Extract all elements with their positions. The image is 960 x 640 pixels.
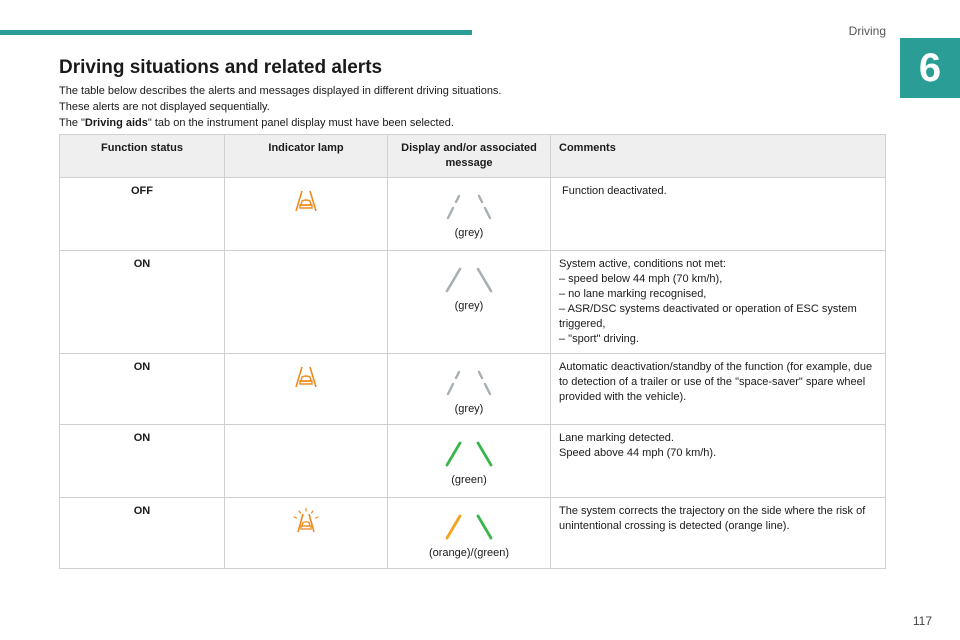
indicator-lamp-cell <box>224 497 388 569</box>
green-solid-lane-lines-icon <box>445 441 493 467</box>
table-row: ON (green) Lane marking detected. Speed … <box>59 424 886 498</box>
display-cell: (grey) <box>387 353 551 425</box>
orange-green-lane-lines-icon <box>445 514 493 540</box>
table-row: OFF (grey) Function deactivated <box>59 177 886 251</box>
comment-line: – "sport" driving. <box>559 333 639 345</box>
grey-solid-lane-lines-icon <box>445 267 493 293</box>
header-comments: Comments <box>550 134 886 178</box>
intro-text: The table below describes the alerts and… <box>59 83 502 131</box>
comment-line: – speed below 44 mph (70 km/h), <box>559 273 723 285</box>
page-title: Driving situations and related alerts <box>59 57 383 78</box>
indicator-lamp-cell <box>224 424 388 498</box>
display-cell: (green) <box>387 424 551 498</box>
comments-cell: Function deactivated. <box>550 177 886 251</box>
alerts-table: Function status Indicator lamp Display a… <box>59 134 886 569</box>
function-status: ON <box>59 497 225 569</box>
comments-cell: Lane marking detected. Speed above 44 mp… <box>550 424 886 498</box>
intro-line-3: The "Driving aids" tab on the instrument… <box>59 117 454 129</box>
header-function-status: Function status <box>59 134 225 178</box>
display-caption: (grey) <box>454 227 484 239</box>
comment-line: Function deactivated. <box>559 185 667 197</box>
comment-line: – no lane marking recognised, <box>559 288 707 300</box>
intro-line-2: These alerts are not displayed sequentia… <box>59 101 270 113</box>
function-status: ON <box>59 424 225 498</box>
comment-line: Automatic deactivation/standby of the fu… <box>559 361 873 403</box>
section-name: Driving <box>848 24 886 38</box>
function-status: ON <box>59 353 225 425</box>
intro-line-1: The table below describes the alerts and… <box>59 85 502 97</box>
orange-lane-warning-icon <box>295 190 317 212</box>
orange-lane-warning-icon <box>295 366 317 388</box>
comment-line: Speed above 44 mph (70 km/h). <box>559 447 717 459</box>
comments-cell: The system corrects the trajectory on th… <box>550 497 886 569</box>
indicator-lamp-cell <box>224 250 388 354</box>
display-cell: (orange)/(green) <box>387 497 551 569</box>
table-row: ON (grey) Automatic deactivation <box>59 353 886 425</box>
comments-cell: System active, conditions not met: – spe… <box>550 250 886 354</box>
comment-line: – ASR/DSC systems deactivated or operati… <box>559 303 857 330</box>
driving-aids-tab-name: Driving aids <box>84 117 148 129</box>
comments-cell: Automatic deactivation/standby of the fu… <box>550 353 886 425</box>
chapter-badge: 6 <box>900 38 960 98</box>
display-cell: (grey) <box>387 177 551 251</box>
display-caption: (grey) <box>454 300 484 312</box>
header-indicator-lamp: Indicator lamp <box>224 134 388 178</box>
display-caption: (grey) <box>454 403 484 415</box>
chapter-accent-bar <box>0 30 472 35</box>
indicator-lamp-cell <box>224 353 388 425</box>
table-header-row: Function status Indicator lamp Display a… <box>59 134 886 178</box>
grey-dashed-lane-lines-icon <box>446 194 492 220</box>
page-number: 117 <box>912 614 932 628</box>
comment-line: The system corrects the trajectory on th… <box>559 505 866 532</box>
comment-line: Lane marking detected. <box>559 432 674 444</box>
display-cell: (grey) <box>387 250 551 354</box>
grey-dashed-lane-lines-icon <box>446 370 492 396</box>
orange-lane-warning-flashing-icon <box>293 508 319 533</box>
display-caption: (orange)/(green) <box>428 547 510 559</box>
function-status: ON <box>59 250 225 354</box>
comment-line: System active, conditions not met: <box>559 258 726 270</box>
table-row: ON (grey) System active, conditions not … <box>59 250 886 354</box>
function-status: OFF <box>59 177 225 251</box>
indicator-lamp-cell <box>224 177 388 251</box>
display-caption: (green) <box>451 474 487 486</box>
header-display-message: Display and/or associated message <box>387 134 551 178</box>
table-row: ON (orange)/(green) <box>59 497 886 569</box>
